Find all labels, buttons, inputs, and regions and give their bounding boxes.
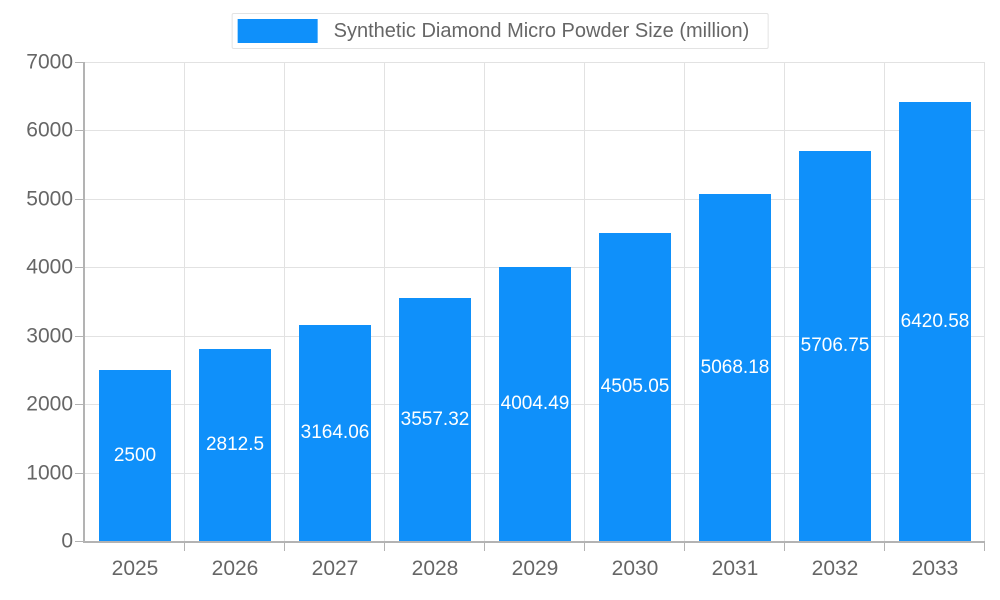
legend[interactable]: Synthetic Diamond Micro Powder Size (mil… <box>231 13 769 49</box>
y-tick-label: 0 <box>61 529 73 553</box>
legend-series-label: Synthetic Diamond Micro Powder Size (mil… <box>333 19 750 42</box>
bar-value-label: 3164.06 <box>300 422 370 444</box>
x-tick-label-2025: 2025 <box>111 557 159 580</box>
gridline-vertical <box>684 62 685 541</box>
x-tick-label-2032: 2032 <box>811 557 859 580</box>
y-tick-mark <box>75 472 83 474</box>
bar-2030[interactable]: 4505.05 <box>599 232 671 541</box>
y-tick-mark <box>75 335 83 337</box>
y-tick-label: 7000 <box>26 50 73 74</box>
x-tick-mark <box>584 543 585 551</box>
gridline-horizontal <box>85 198 985 200</box>
gridline-vertical <box>484 62 485 541</box>
gridline-vertical <box>384 62 385 541</box>
y-tick-label: 5000 <box>26 187 73 211</box>
y-tick-mark <box>75 62 83 63</box>
gridline-vertical <box>584 62 585 541</box>
gridline-vertical <box>284 62 285 541</box>
bar-2033[interactable]: 6420.58 <box>899 101 971 541</box>
x-tick-mark <box>184 543 185 551</box>
plot-area: 2500 2812.5 3164.06 3557.32 4004.49 4505.05 50… <box>75 62 985 551</box>
bar-value-label: 5706.75 <box>800 335 870 357</box>
x-tick-mark <box>884 543 885 551</box>
x-tick-label-2031: 2031 <box>711 557 759 580</box>
gridline-vertical <box>184 62 185 541</box>
gridline-vertical <box>984 62 985 541</box>
x-axis-tick-labels: 2025 2026 2027 2028 2029 2030 2031 2032 2033 <box>85 558 985 588</box>
x-tick-mark <box>384 543 385 551</box>
bar-value-label: 3557.32 <box>400 408 470 430</box>
bar-value-label: 2500 <box>113 444 157 466</box>
bar-2025[interactable]: 2500 <box>99 369 171 541</box>
gridline-horizontal <box>85 62 985 63</box>
bar-2032[interactable]: 5706.75 <box>799 150 871 541</box>
bar-value-label: 2812.5 <box>205 434 265 456</box>
bar-2027[interactable]: 3164.06 <box>299 324 371 541</box>
x-tick-label-2033: 2033 <box>911 557 959 580</box>
x-tick-label-2026: 2026 <box>211 557 259 580</box>
x-tick-mark <box>284 543 285 551</box>
x-tick-mark <box>484 543 485 551</box>
x-tick-mark <box>984 543 985 551</box>
x-tick-label-2030: 2030 <box>611 557 659 580</box>
y-tick-label: 4000 <box>26 255 73 279</box>
gridline-vertical <box>884 62 885 541</box>
bar-2029[interactable]: 4004.49 <box>499 266 571 541</box>
bar-value-label: 4004.49 <box>500 393 570 415</box>
gridline-vertical <box>784 62 785 541</box>
y-axis-tick-labels: 0 1000 2000 3000 4000 5000 6000 7000 <box>0 52 73 552</box>
y-tick-mark <box>75 198 83 200</box>
bar-2028[interactable]: 3557.32 <box>399 297 471 541</box>
bar-value-label: 4505.05 <box>600 376 670 398</box>
y-tick-label: 3000 <box>26 324 73 348</box>
bar-2026[interactable]: 2812.5 <box>199 348 271 541</box>
y-tick-label: 2000 <box>26 392 73 416</box>
bar-value-label: 6420.58 <box>900 310 970 332</box>
bar-value-label: 5068.18 <box>700 357 770 379</box>
legend-swatch-icon <box>237 19 318 43</box>
x-tick-label-2027: 2027 <box>311 557 359 580</box>
y-tick-mark <box>75 404 83 406</box>
gridline-horizontal <box>85 130 985 132</box>
y-tick-label: 1000 <box>26 461 73 485</box>
bar-2031[interactable]: 5068.18 <box>699 194 771 541</box>
x-tick-label-2028: 2028 <box>411 557 459 580</box>
x-tick-mark <box>784 543 785 551</box>
y-tick-mark <box>75 267 83 269</box>
x-axis-line <box>83 541 985 543</box>
x-tick-label-2029: 2029 <box>511 557 559 580</box>
y-tick-mark <box>75 130 83 132</box>
y-tick-mark <box>75 541 83 542</box>
y-tick-label: 6000 <box>26 118 73 142</box>
x-tick-mark <box>684 543 685 551</box>
y-axis-line <box>83 62 85 541</box>
